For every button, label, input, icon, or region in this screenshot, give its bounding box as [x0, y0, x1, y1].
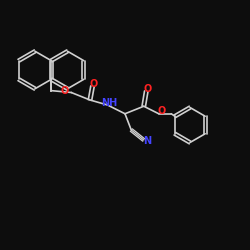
Text: NH: NH	[100, 98, 117, 108]
Text: O: O	[144, 84, 152, 94]
Text: O: O	[90, 79, 98, 89]
Text: O: O	[61, 86, 69, 96]
Text: N: N	[143, 136, 151, 146]
Text: O: O	[157, 106, 166, 116]
